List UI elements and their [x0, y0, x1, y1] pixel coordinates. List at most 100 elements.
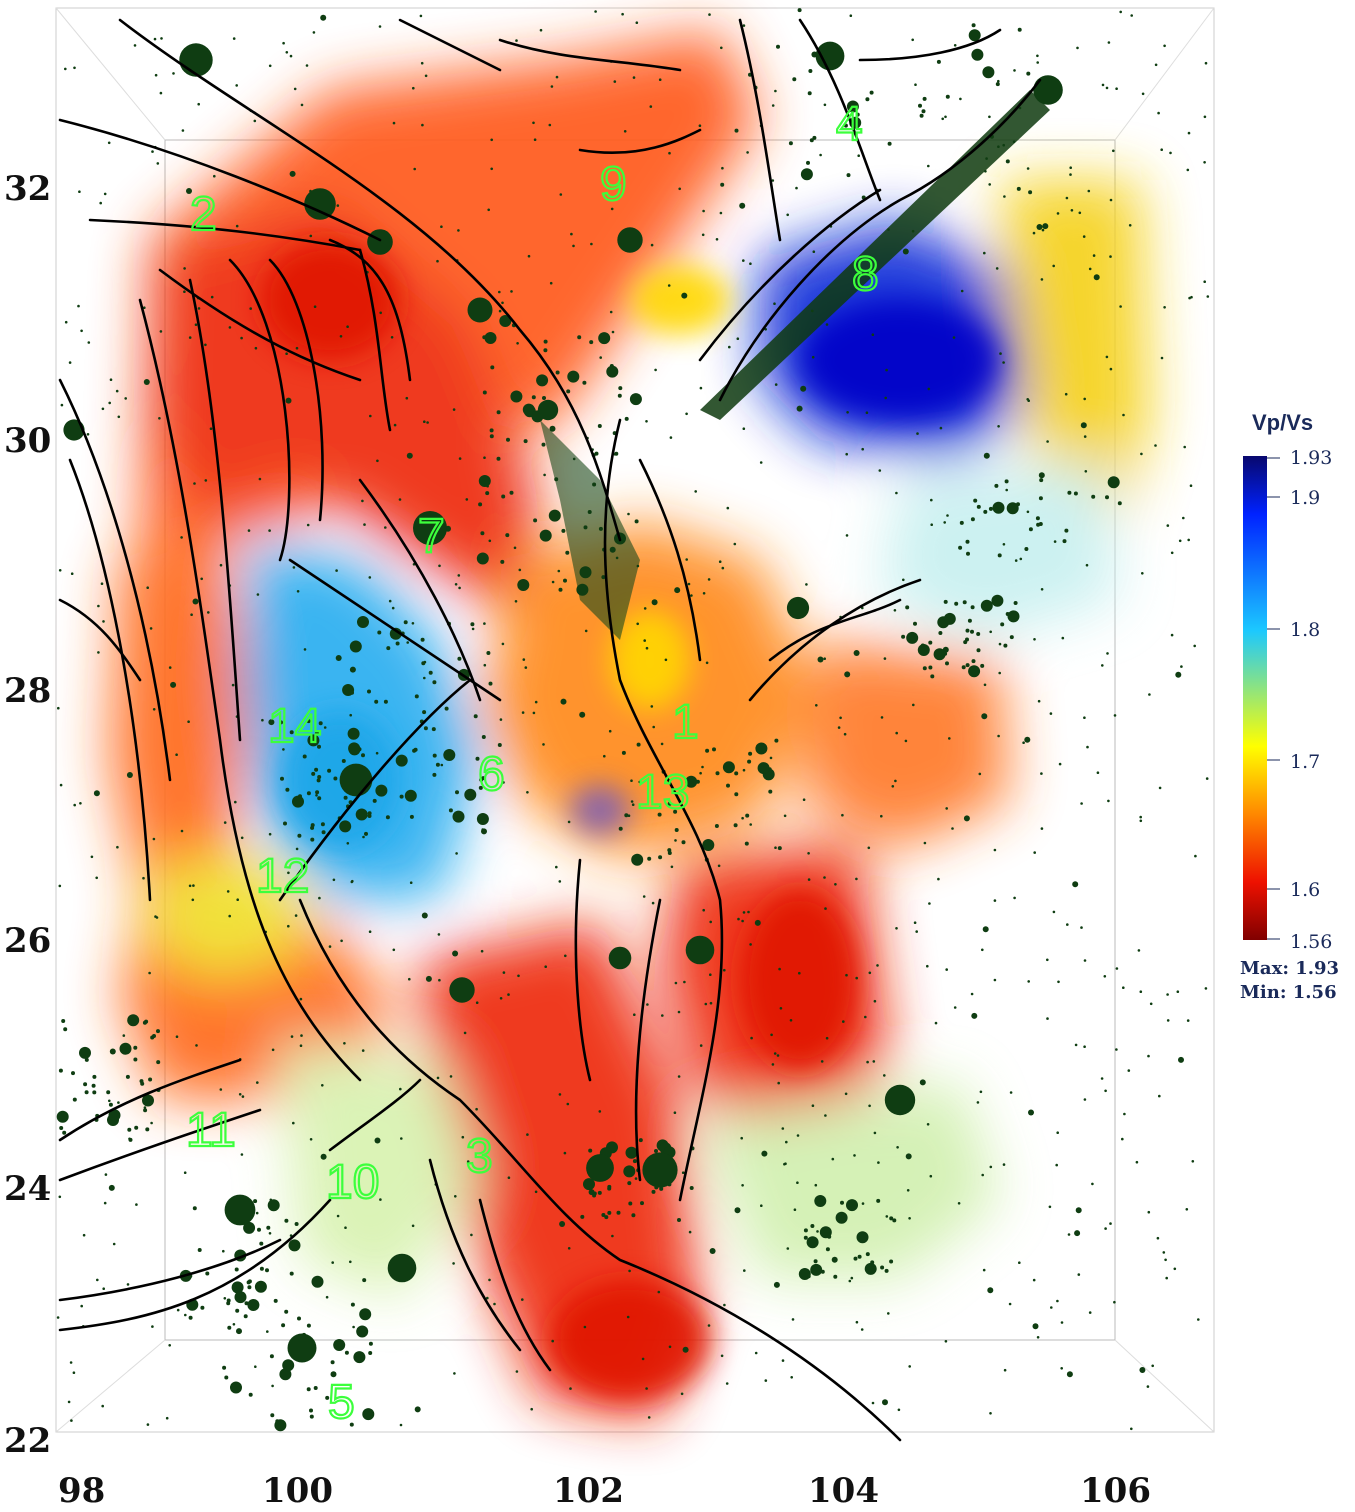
earthquake-dot	[152, 1034, 156, 1038]
earthquake-dot	[197, 1248, 202, 1252]
earthquake-dot	[623, 1165, 636, 1178]
earthquake-dot	[440, 225, 443, 228]
earthquake-dot	[633, 1013, 636, 1016]
earthquake-dot	[155, 916, 159, 919]
earthquake-dot	[369, 414, 372, 418]
earthquake-dot	[327, 768, 332, 773]
earthquake-dot	[1185, 1208, 1189, 1211]
earthquake-dot	[988, 506, 993, 511]
earthquake-dot	[305, 64, 309, 67]
earthquake-dot	[687, 582, 691, 586]
earthquake-dot	[306, 523, 310, 527]
earthquake-dot	[103, 192, 107, 196]
earthquake-dot	[800, 168, 813, 181]
earthquake-dot	[567, 820, 571, 824]
earthquake-dot	[310, 837, 315, 842]
earthquake-dot	[367, 814, 372, 818]
earthquake-dot	[197, 307, 201, 310]
earthquake-dot	[745, 813, 750, 818]
earthquake-dot	[715, 771, 720, 776]
earthquake-dot	[884, 1268, 889, 1273]
earthquake-dot	[915, 930, 918, 933]
earthquake-dot	[1204, 987, 1208, 990]
earthquake-dot	[721, 566, 725, 570]
region-label: 4	[836, 98, 863, 151]
earthquake-dot	[673, 809, 678, 814]
earthquake-dot	[309, 234, 313, 238]
earthquake-dot	[71, 1071, 75, 1076]
earthquake-dot	[611, 330, 615, 334]
earthquake-dot	[1105, 495, 1109, 500]
earthquake-dot	[471, 627, 475, 631]
orange-east-region	[800, 640, 1010, 850]
earthquake-dot	[839, 716, 842, 720]
earthquake-dot	[629, 393, 642, 406]
earthquake-dot	[702, 592, 706, 595]
earthquake-dot	[1109, 367, 1113, 371]
fault-line	[358, 478, 482, 702]
earthquake-dot	[368, 930, 372, 933]
earthquake-dot	[285, 352, 288, 356]
earthquake-dot	[80, 1304, 83, 1308]
earthquake-dot	[455, 790, 459, 795]
earthquake-dot	[348, 742, 361, 755]
earthquake-dot	[657, 1290, 661, 1294]
earthquake-dot	[414, 694, 419, 699]
earthquake-dot	[926, 964, 929, 968]
earthquake-dot	[774, 846, 777, 849]
earthquake-dot	[92, 1090, 97, 1095]
earthquake-dot	[271, 1384, 274, 1388]
earthquake-dot	[143, 1108, 148, 1113]
earthquake-dot	[390, 336, 394, 339]
earthquake-dot	[997, 145, 1000, 148]
earthquake-dot	[928, 640, 933, 645]
earthquake-dot	[79, 802, 82, 805]
earthquake-dot	[532, 711, 536, 715]
earthquake-dot	[466, 1160, 470, 1163]
earthquake-dot	[624, 416, 629, 421]
earthquake-dot	[247, 529, 251, 532]
earthquake-dot	[517, 974, 520, 978]
earthquake-dot	[140, 1081, 145, 1086]
earthquake-dot	[317, 796, 322, 801]
earthquake-dot	[755, 742, 768, 755]
earthquake-dot	[1135, 1160, 1139, 1164]
earthquake-dot	[699, 1044, 703, 1047]
earthquake-dot	[928, 902, 931, 905]
earthquake-dot	[781, 1359, 785, 1362]
earthquake-dot	[333, 776, 338, 781]
earthquake-dot	[982, 66, 995, 79]
fault-line	[698, 188, 882, 362]
earthquake-dot	[448, 808, 453, 813]
earthquake-dot	[1204, 61, 1208, 65]
earthquake-dot	[768, 789, 773, 794]
fault-line	[58, 1238, 282, 1302]
earthquake-dot	[1060, 1321, 1064, 1324]
earthquake-dot	[1027, 399, 1030, 403]
earthquake-dot	[413, 747, 418, 752]
earthquake-dot	[200, 577, 203, 581]
earthquake-dot	[542, 743, 545, 746]
earthquake-dot	[712, 747, 716, 752]
earthquake-dot	[1080, 422, 1087, 429]
earthquake-dot	[861, 447, 864, 451]
earthquake-dot	[834, 883, 837, 886]
earthquake-dot	[1128, 224, 1132, 227]
earthquake-dot	[981, 1173, 984, 1177]
earthquake-dot	[191, 898, 195, 902]
earthquake-dot	[943, 521, 946, 524]
earthquake-dot	[983, 683, 987, 687]
earthquake-dot	[685, 558, 688, 561]
earthquake-dot	[109, 1048, 116, 1055]
earthquake-dot	[1141, 92, 1145, 96]
red-core-south	[550, 1280, 710, 1400]
fault-line	[58, 1198, 332, 1332]
earthquake-dot	[498, 309, 502, 313]
earthquake-dot	[284, 1309, 289, 1314]
earthquake-dot	[728, 345, 731, 349]
earthquake-dot	[965, 663, 970, 668]
earthquake-dot	[1003, 643, 1008, 648]
earthquake-dot	[621, 12, 624, 16]
earthquake-dot	[919, 1079, 926, 1086]
earthquake-dot	[878, 469, 882, 472]
